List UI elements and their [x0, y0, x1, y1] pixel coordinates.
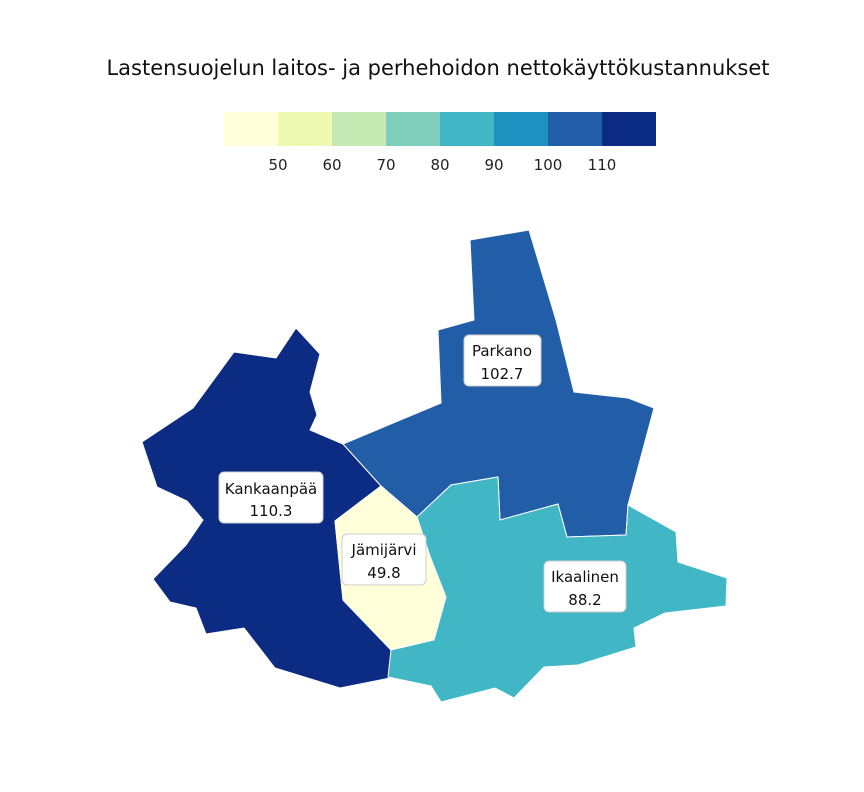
legend-swatch: [494, 112, 548, 146]
region-name-jamijarvi: Jämijärvi: [351, 541, 417, 559]
map-regions: [141, 229, 728, 703]
color-legend: 50 60 70 80 90 100 110: [224, 112, 656, 174]
legend-swatch: [440, 112, 494, 146]
legend-swatch: [602, 112, 656, 146]
legend-swatch: [278, 112, 332, 146]
legend-tick-label: 100: [534, 156, 563, 174]
region-name-ikaalinen: Ikaalinen: [551, 568, 619, 586]
region-name-parkano: Parkano: [472, 342, 532, 360]
legend-tick-label: 110: [588, 156, 617, 174]
legend-swatch: [548, 112, 602, 146]
label-parkano: Parkano 102.7: [463, 334, 542, 387]
legend-swatch: [386, 112, 440, 146]
region-value-parkano: 102.7: [481, 365, 524, 383]
region-value-kankaanpaa: 110.3: [250, 502, 293, 520]
legend-tick-label: 90: [484, 156, 503, 174]
region-value-ikaalinen: 88.2: [568, 591, 601, 609]
region-name-kankaanpaa: Kankaanpää: [225, 480, 318, 498]
legend-tick-label: 60: [322, 156, 341, 174]
legend-swatch: [224, 112, 278, 146]
region-value-jamijarvi: 49.8: [367, 564, 400, 582]
legend-tick-label: 80: [430, 156, 449, 174]
label-jamijarvi: Jämijärvi 49.8: [341, 533, 427, 586]
legend-swatch: [332, 112, 386, 146]
legend-tick-label: 70: [376, 156, 395, 174]
map-title: Lastensuojelun laitos- ja perhehoidon ne…: [106, 56, 770, 80]
label-ikaalinen: Ikaalinen 88.2: [543, 560, 627, 613]
label-kankaanpaa: Kankaanpää 110.3: [218, 471, 324, 524]
legend-tick-label: 50: [268, 156, 287, 174]
